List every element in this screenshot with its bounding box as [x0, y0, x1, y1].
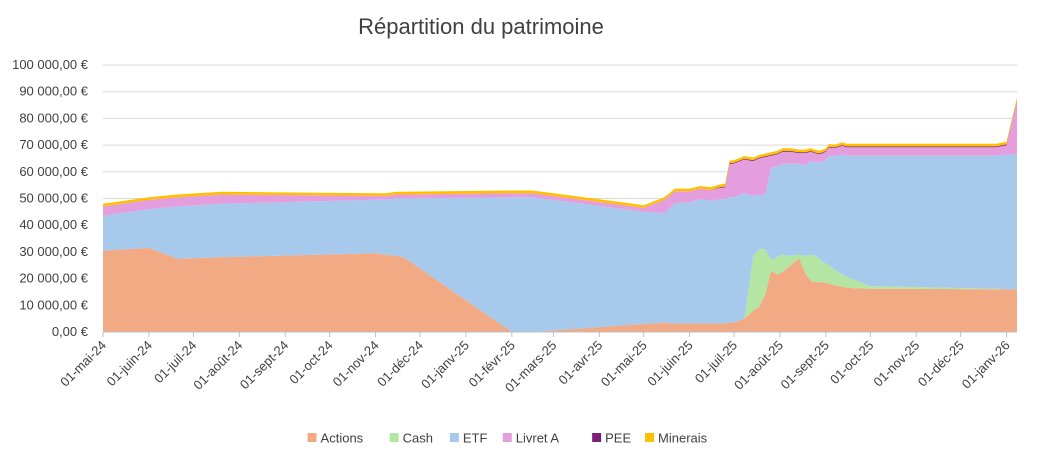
y-axis: 0,00 € 10 000,00 € 20 000,00 € 30 000,00 € 4…: [12, 57, 89, 339]
legend-swatch-etf: [449, 433, 459, 442]
y-tick-label: 0,00 €: [52, 324, 89, 339]
x-tick-label: 01-mai-25: [598, 338, 650, 390]
x-tick-label: 01-sept-25: [777, 338, 832, 393]
x-tick-label: 01-juil-24: [151, 338, 199, 386]
y-tick-label: 80 000,00 €: [19, 110, 88, 125]
x-tick-label: 01-juil-25: [692, 338, 740, 386]
area-layer: [103, 97, 1017, 332]
y-tick-label: 50 000,00 €: [19, 191, 88, 206]
x-tick-label: 01-nov-24: [330, 338, 382, 390]
y-tick-label: 100 000,00 €: [12, 57, 89, 72]
legend-label-pee: PEE: [605, 431, 631, 446]
x-tick-label: 01-nov-25: [870, 338, 922, 390]
x-tick-label: 01-janv-26: [959, 338, 1013, 392]
legend-swatch-minerais: [645, 433, 655, 442]
x-tick-label: 01-août-25: [731, 338, 786, 393]
legend-label-actions: Actions: [321, 431, 364, 446]
x-tick-label: 01-oct-25: [827, 338, 876, 387]
legend-label-livret-a: Livret A: [516, 431, 560, 446]
legend-label-etf: ETF: [463, 431, 488, 446]
area-series-livret-a: [103, 101, 1017, 216]
x-tick-label: 01-août-24: [190, 338, 245, 393]
legend-swatch-cash: [389, 433, 399, 442]
area-series-etf: [103, 154, 1017, 332]
y-tick-label: 70 000,00 €: [19, 137, 88, 152]
x-axis: 01-mai-2401-juin-2401-juil-2401-août-240…: [57, 331, 1017, 395]
x-tick-label: 01-mai-24: [57, 338, 109, 390]
x-tick-label: 01-janv-25: [418, 338, 472, 392]
x-tick-label: 01-juin-25: [644, 338, 695, 389]
x-tick-label: 01-oct-24: [286, 338, 335, 387]
y-tick-label: 90 000,00 €: [19, 84, 88, 99]
area-series-actions: [103, 247, 1017, 332]
y-tick-label: 60 000,00 €: [19, 164, 88, 179]
legend-label-minerais: Minerais: [658, 431, 708, 446]
legend-swatch-livret-a: [502, 433, 512, 442]
legend-label-cash: Cash: [403, 431, 433, 446]
x-tick-label: 01-juin-24: [104, 338, 155, 389]
chart-title: Répartition du patrimoine: [358, 14, 604, 39]
legend-swatch-actions: [307, 433, 317, 442]
x-tick-label: 01-sept-24: [237, 338, 292, 393]
y-tick-label: 20 000,00 €: [19, 271, 88, 286]
legend-swatch-pee: [592, 433, 602, 442]
y-tick-label: 10 000,00 €: [19, 297, 88, 312]
y-tick-label: 40 000,00 €: [19, 217, 88, 232]
legend: Actions Cash ETF Livret A PEE Minerais: [307, 431, 708, 446]
y-tick-label: 30 000,00 €: [19, 244, 88, 259]
